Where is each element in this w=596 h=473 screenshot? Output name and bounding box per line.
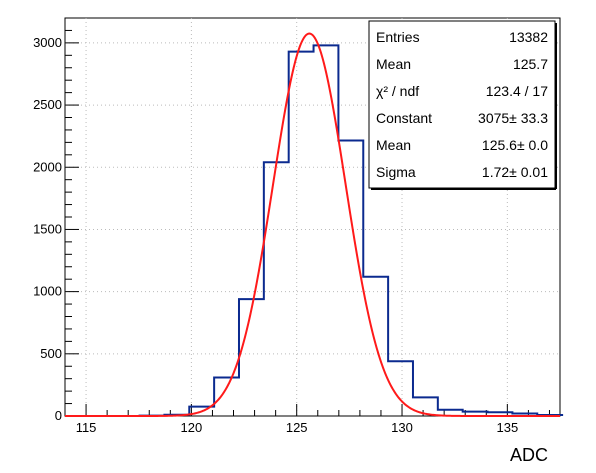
stats-value: 123.4 / 17 [486,83,548,99]
histogram-bin [264,162,289,416]
stats-label: χ² / ndf [376,83,419,99]
stats-label: Sigma [376,164,416,180]
stats-value: 125.7 [513,56,548,72]
x-tick-label: 120 [181,420,203,435]
stats-value: 3075± 33.3 [478,110,548,126]
x-tick-label: 115 [76,420,97,435]
y-tick-label: 1000 [33,284,62,299]
stats-box-frame [368,20,556,189]
histogram-bin [314,45,339,416]
stats-label: Mean [376,56,411,72]
x-tick-label: 125 [286,420,308,435]
histogram-bin [239,299,264,416]
histogram-bin [338,141,363,416]
x-axis-title: ADC [510,445,548,465]
histogram-bin [289,52,314,416]
x-tick-label: 135 [496,420,518,435]
stats-box: Entries 13382 Mean 125.7 χ² / ndf 123.4 / 17 C… [368,20,557,190]
y-tick-label: 1500 [33,221,62,236]
y-tick-label: 500 [40,346,62,361]
stats-value: 13382 [509,29,548,45]
y-tick-label: 0 [55,408,62,423]
y-tick-label: 2000 [33,159,62,174]
stats-value: 125.6± 0.0 [482,137,548,153]
y-tick-label: 2500 [33,97,62,112]
stats-label: Constant [376,110,432,126]
histogram-bin [214,377,239,416]
x-tick-label: 130 [391,420,413,435]
stats-value: 1.72± 0.01 [482,164,548,180]
stats-label: Entries [376,29,420,45]
gaussian-fit-curve [65,32,560,417]
y-tick-label: 3000 [33,35,62,50]
fit-curve-path [65,32,560,417]
stats-label: Mean [376,137,411,153]
